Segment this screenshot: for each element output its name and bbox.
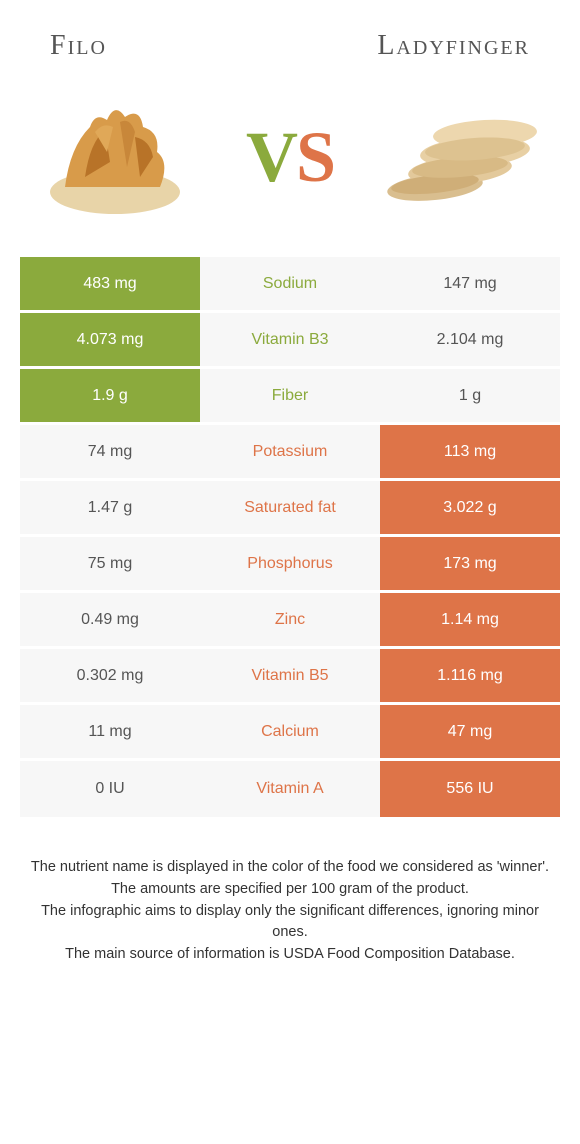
value-left: 74 mg xyxy=(20,425,200,478)
table-row: 0.302 mgVitamin B51.116 mg xyxy=(20,649,560,705)
nutrient-label: Vitamin B5 xyxy=(200,649,380,702)
title-left: Filo xyxy=(50,30,107,62)
table-row: 1.47 gSaturated fat3.022 g xyxy=(20,481,560,537)
nutrient-label: Vitamin A xyxy=(200,761,380,817)
value-left: 0.302 mg xyxy=(20,649,200,702)
footer-line: The infographic aims to display only the… xyxy=(30,901,550,945)
footer-notes: The nutrient name is displayed in the co… xyxy=(0,817,580,966)
table-row: 483 mgSodium147 mg xyxy=(20,257,560,313)
value-left: 75 mg xyxy=(20,537,200,590)
value-right: 47 mg xyxy=(380,705,560,758)
footer-line: The main source of information is USDA F… xyxy=(30,944,550,966)
table-row: 75 mgPhosphorus173 mg xyxy=(20,537,560,593)
hero-row: VS xyxy=(0,77,580,257)
title-right: Ladyfinger xyxy=(377,30,530,62)
nutrient-label: Zinc xyxy=(200,593,380,646)
table-row: 74 mgPotassium113 mg xyxy=(20,425,560,481)
footer-line: The amounts are specified per 100 gram o… xyxy=(30,879,550,901)
filo-image xyxy=(30,87,200,227)
table-row: 1.9 gFiber1 g xyxy=(20,369,560,425)
nutrient-table: 483 mgSodium147 mg4.073 mgVitamin B32.10… xyxy=(20,257,560,817)
value-left: 11 mg xyxy=(20,705,200,758)
vs-v: V xyxy=(246,117,296,197)
vs-s: S xyxy=(296,117,334,197)
value-right: 2.104 mg xyxy=(380,313,560,366)
table-row: 11 mgCalcium47 mg xyxy=(20,705,560,761)
value-left: 0 IU xyxy=(20,761,200,817)
nutrient-label: Phosphorus xyxy=(200,537,380,590)
value-right: 1.116 mg xyxy=(380,649,560,702)
value-left: 0.49 mg xyxy=(20,593,200,646)
vs-label: VS xyxy=(246,116,334,199)
table-row: 0.49 mgZinc1.14 mg xyxy=(20,593,560,649)
value-right: 113 mg xyxy=(380,425,560,478)
value-left: 1.47 g xyxy=(20,481,200,534)
table-row: 0 IUVitamin A556 IU xyxy=(20,761,560,817)
value-right: 556 IU xyxy=(380,761,560,817)
table-row: 4.073 mgVitamin B32.104 mg xyxy=(20,313,560,369)
nutrient-label: Calcium xyxy=(200,705,380,758)
value-left: 483 mg xyxy=(20,257,200,310)
value-right: 147 mg xyxy=(380,257,560,310)
header-titles: Filo Ladyfinger xyxy=(0,0,580,77)
value-left: 1.9 g xyxy=(20,369,200,422)
footer-line: The nutrient name is displayed in the co… xyxy=(30,857,550,879)
nutrient-label: Vitamin B3 xyxy=(200,313,380,366)
nutrient-label: Sodium xyxy=(200,257,380,310)
nutrient-label: Saturated fat xyxy=(200,481,380,534)
value-right: 3.022 g xyxy=(380,481,560,534)
value-right: 173 mg xyxy=(380,537,560,590)
value-right: 1.14 mg xyxy=(380,593,560,646)
value-left: 4.073 mg xyxy=(20,313,200,366)
value-right: 1 g xyxy=(380,369,560,422)
ladyfinger-image xyxy=(380,87,550,227)
nutrient-label: Fiber xyxy=(200,369,380,422)
nutrient-label: Potassium xyxy=(200,425,380,478)
